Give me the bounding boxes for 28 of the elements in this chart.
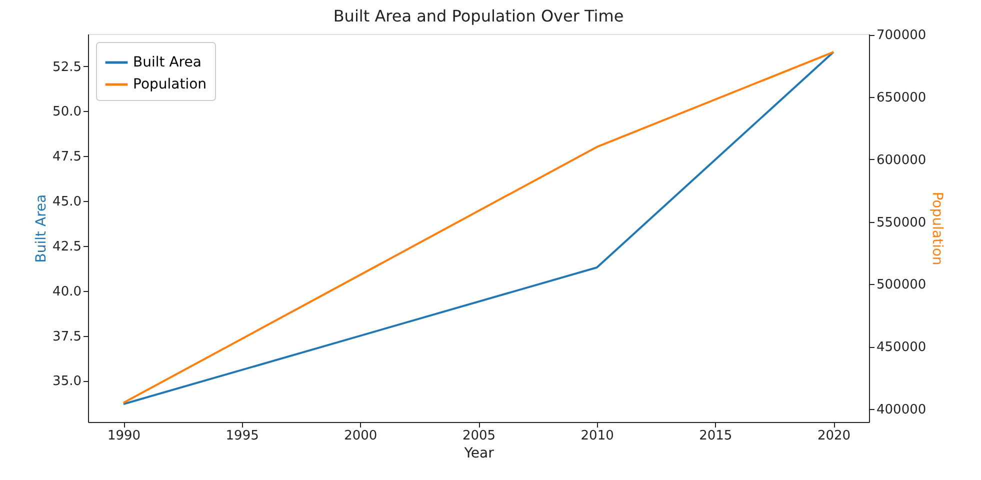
legend-label: Built Area (133, 54, 202, 70)
y-axis-title: Built Area (34, 194, 50, 263)
y2-tick-label: 600000 (876, 152, 926, 168)
y-tick-label: 37.5 (52, 329, 82, 344)
x-tick-label: 1995 (226, 428, 259, 444)
y-tick-label: 45.0 (52, 194, 82, 210)
y-tick-label: 50.0 (52, 104, 82, 120)
x-tick-label: 2000 (344, 428, 378, 444)
x-axis-title: Year (463, 446, 494, 462)
legend-label: Population (133, 76, 207, 92)
y2-tick-label: 450000 (876, 340, 926, 356)
y-tick-label: 40.0 (52, 284, 82, 300)
y-tick-label: 52.5 (52, 60, 82, 75)
x-tick-label: 2010 (580, 428, 614, 444)
chart-title: Built Area and Population Over Time (333, 6, 624, 26)
x-tick-label: 2020 (817, 428, 851, 444)
y2-axis-title: Population (929, 192, 946, 266)
y2-tick-label: 400000 (876, 402, 926, 418)
x-tick-label: 2015 (699, 428, 732, 444)
y2-tick-label: 700000 (876, 28, 926, 44)
y-tick-label: 35.0 (52, 374, 82, 390)
y2-tick-label: 500000 (876, 278, 926, 293)
y2-tick-label: 550000 (876, 215, 926, 230)
x-tick-label: 1990 (107, 428, 141, 444)
y2-tick-label: 650000 (876, 90, 926, 106)
y-tick-label: 47.5 (52, 150, 82, 165)
y-tick-label: 42.5 (52, 239, 82, 254)
x-tick-label: 2005 (462, 428, 496, 444)
